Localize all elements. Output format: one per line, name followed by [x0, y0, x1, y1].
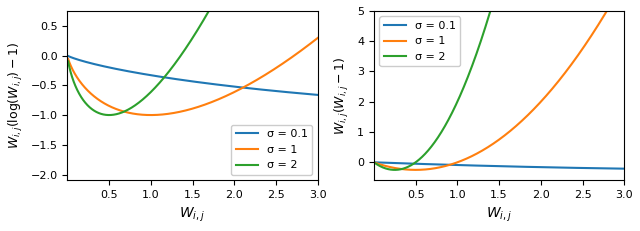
σ = 2	[175, 58, 182, 60]
Line: σ = 0.1: σ = 0.1	[68, 56, 317, 95]
σ = 1	[543, 94, 550, 97]
σ = 0.1	[542, 166, 550, 169]
σ = 0.1	[165, 77, 173, 79]
σ = 1	[371, 161, 378, 164]
σ = 2	[65, 60, 72, 63]
σ = 1	[65, 58, 72, 60]
X-axis label: $W_{i,j}$: $W_{i,j}$	[486, 206, 512, 224]
Line: σ = 1: σ = 1	[374, 0, 624, 170]
σ = 2	[391, 168, 399, 171]
σ = 0.1	[264, 89, 271, 91]
σ = 1	[175, 111, 182, 113]
σ = 0.1	[396, 162, 404, 165]
σ = 1	[166, 112, 173, 115]
σ = 1	[481, 148, 489, 150]
Y-axis label: $W_{i,j}(\log(W_{i,j}) - 1)$: $W_{i,j}(\log(W_{i,j}) - 1)$	[7, 42, 25, 149]
σ = 1	[147, 114, 155, 116]
Line: σ = 2: σ = 2	[68, 0, 317, 115]
Y-axis label: $W_{i,j}(W_{i,j} - 1)$: $W_{i,j}(W_{i,j} - 1)$	[333, 57, 351, 135]
σ = 0.1	[371, 161, 378, 164]
σ = 1	[236, 88, 244, 91]
σ = 1	[472, 153, 480, 155]
σ = 1	[264, 72, 271, 75]
σ = 0.1	[620, 167, 628, 170]
σ = 1	[570, 59, 578, 62]
σ = 0.1	[314, 94, 321, 96]
Line: σ = 1: σ = 1	[68, 38, 317, 115]
σ = 2	[481, 27, 489, 30]
Legend: σ = 0.1, σ = 1, σ = 2: σ = 0.1, σ = 1, σ = 2	[231, 125, 312, 175]
σ = 2	[106, 114, 113, 116]
σ = 2	[397, 168, 404, 171]
σ = 0.1	[90, 63, 97, 65]
σ = 1	[259, 75, 267, 78]
σ = 0.1	[174, 78, 182, 81]
σ = 0.1	[65, 55, 72, 58]
Line: σ = 2: σ = 2	[374, 0, 624, 170]
σ = 1	[412, 168, 419, 171]
σ = 2	[371, 161, 378, 164]
σ = 0.1	[259, 88, 267, 91]
σ = 2	[90, 109, 97, 112]
X-axis label: $W_{i,j}$: $W_{i,j}$	[179, 206, 205, 224]
σ = 0.1	[472, 164, 479, 167]
Legend: σ = 0.1, σ = 1, σ = 2: σ = 0.1, σ = 1, σ = 2	[380, 16, 460, 67]
Line: σ = 0.1: σ = 0.1	[374, 162, 624, 169]
σ = 2	[472, 54, 480, 57]
σ = 1	[90, 94, 97, 97]
σ = 0.1	[236, 86, 243, 88]
σ = 1	[566, 66, 573, 68]
σ = 0.1	[566, 166, 573, 169]
σ = 1	[396, 167, 404, 170]
σ = 0.1	[481, 164, 488, 167]
σ = 1	[314, 36, 321, 39]
σ = 0.1	[570, 167, 578, 169]
σ = 2	[166, 70, 173, 72]
